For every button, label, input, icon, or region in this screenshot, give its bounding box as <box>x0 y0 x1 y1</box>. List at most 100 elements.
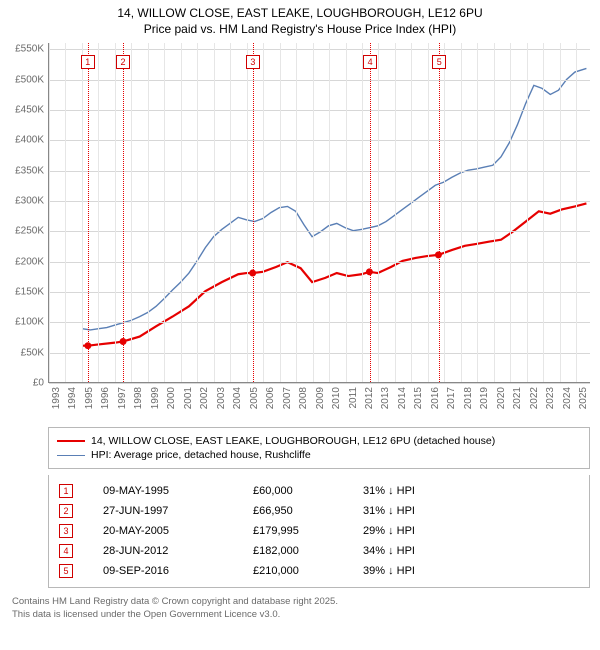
footer-attribution: Contains HM Land Registry data © Crown c… <box>12 596 592 621</box>
gridline-h <box>49 110 590 111</box>
x-tick-label: 2012 <box>364 387 375 409</box>
event-row: 320-MAY-2005£179,99529% ↓ HPI <box>49 521 589 541</box>
event-flag-static: 4 <box>59 544 73 558</box>
gridline-v <box>148 43 149 382</box>
x-tick-label: 2021 <box>512 387 523 409</box>
y-tick-label: £250K <box>15 226 44 237</box>
plot-area: 12345 <box>48 43 590 383</box>
gridline-v <box>82 43 83 382</box>
gridline-v <box>560 43 561 382</box>
gridline-v <box>214 43 215 382</box>
event-flag: 5 <box>432 55 446 69</box>
gridline-v <box>329 43 330 382</box>
x-tick-label: 2023 <box>545 387 556 409</box>
legend-row: 14, WILLOW CLOSE, EAST LEAKE, LOUGHBOROU… <box>57 434 581 448</box>
gridline-v <box>428 43 429 382</box>
event-flag-static: 5 <box>59 564 73 578</box>
y-tick-label: £300K <box>15 196 44 207</box>
event-price: £182,000 <box>253 545 363 557</box>
gridline-h <box>49 201 590 202</box>
gridline-h <box>49 140 590 141</box>
event-flag-static: 2 <box>59 504 73 518</box>
event-delta: 39% ↓ HPI <box>363 565 463 577</box>
gridline-v <box>444 43 445 382</box>
gridline-v <box>494 43 495 382</box>
gridline-v <box>131 43 132 382</box>
event-line <box>439 43 440 382</box>
y-tick-label: £150K <box>15 287 44 298</box>
y-tick-label: £200K <box>15 256 44 267</box>
event-date: 20-MAY-2005 <box>103 525 253 537</box>
x-tick-label: 2025 <box>578 387 589 409</box>
x-tick-label: 2015 <box>413 387 424 409</box>
event-price: £60,000 <box>253 485 363 497</box>
gridline-v <box>296 43 297 382</box>
event-flag-static: 1 <box>59 484 73 498</box>
event-flag: 1 <box>81 55 95 69</box>
chart-container: 14, WILLOW CLOSE, EAST LEAKE, LOUGHBOROU… <box>0 0 600 625</box>
event-delta: 34% ↓ HPI <box>363 545 463 557</box>
y-axis: £0£50K£100K£150K£200K£250K£300K£350K£400… <box>8 43 48 383</box>
gridline-v <box>362 43 363 382</box>
x-tick-label: 2017 <box>446 387 457 409</box>
x-tick-label: 2009 <box>315 387 326 409</box>
gridline-v <box>49 43 50 382</box>
x-tick-label: 2024 <box>562 387 573 409</box>
x-tick-label: 2010 <box>331 387 342 409</box>
y-tick-label: £500K <box>15 74 44 85</box>
y-tick-label: £450K <box>15 104 44 115</box>
gridline-v <box>263 43 264 382</box>
x-tick-label: 2003 <box>216 387 227 409</box>
gridline-v <box>181 43 182 382</box>
event-date: 09-SEP-2016 <box>103 565 253 577</box>
gridline-h <box>49 262 590 263</box>
gridline-v <box>576 43 577 382</box>
event-delta: 31% ↓ HPI <box>363 485 463 497</box>
event-date: 09-MAY-1995 <box>103 485 253 497</box>
gridline-v <box>477 43 478 382</box>
gridline-v <box>346 43 347 382</box>
event-row: 1 09-MAY-1995£60,00031% ↓ HPI <box>49 481 589 501</box>
x-tick-label: 1993 <box>51 387 62 409</box>
event-flag: 3 <box>246 55 260 69</box>
x-tick-label: 1995 <box>84 387 95 409</box>
x-tick-label: 1998 <box>133 387 144 409</box>
x-tick-label: 2016 <box>430 387 441 409</box>
x-tick-label: 2013 <box>380 387 391 409</box>
x-tick-label: 1997 <box>117 387 128 409</box>
event-row: 5 09-SEP-2016£210,00039% ↓ HPI <box>49 561 589 581</box>
y-tick-label: £0 <box>33 378 44 389</box>
legend-swatch <box>57 440 85 442</box>
x-tick-label: 1996 <box>100 387 111 409</box>
event-flag: 2 <box>116 55 130 69</box>
event-price: £210,000 <box>253 565 363 577</box>
gridline-v <box>313 43 314 382</box>
gridline-v <box>543 43 544 382</box>
chart-svg <box>49 43 590 382</box>
event-delta: 29% ↓ HPI <box>363 525 463 537</box>
x-tick-label: 2006 <box>265 387 276 409</box>
x-tick-label: 2008 <box>298 387 309 409</box>
event-line <box>88 43 89 382</box>
event-line <box>370 43 371 382</box>
event-price: £179,995 <box>253 525 363 537</box>
x-tick-label: 2004 <box>232 387 243 409</box>
gridline-h <box>49 80 590 81</box>
x-tick-label: 2002 <box>199 387 210 409</box>
footer-line-1: Contains HM Land Registry data © Crown c… <box>12 596 592 608</box>
y-tick-label: £50K <box>21 347 44 358</box>
y-tick-label: £100K <box>15 317 44 328</box>
x-tick-label: 2001 <box>183 387 194 409</box>
title-line-2: Price paid vs. HM Land Registry's House … <box>8 22 592 38</box>
title-line-1: 14, WILLOW CLOSE, EAST LEAKE, LOUGHBOROU… <box>8 6 592 22</box>
event-date: 28-JUN-2012 <box>103 545 253 557</box>
footer-line-2: This data is licensed under the Open Gov… <box>12 609 592 621</box>
gridline-h <box>49 322 590 323</box>
gridline-v <box>510 43 511 382</box>
x-tick-label: 2000 <box>166 387 177 409</box>
legend-box: 14, WILLOW CLOSE, EAST LEAKE, LOUGHBOROU… <box>48 427 590 469</box>
gridline-v <box>164 43 165 382</box>
title-block: 14, WILLOW CLOSE, EAST LEAKE, LOUGHBOROU… <box>8 6 592 37</box>
gridline-v <box>115 43 116 382</box>
gridline-v <box>461 43 462 382</box>
